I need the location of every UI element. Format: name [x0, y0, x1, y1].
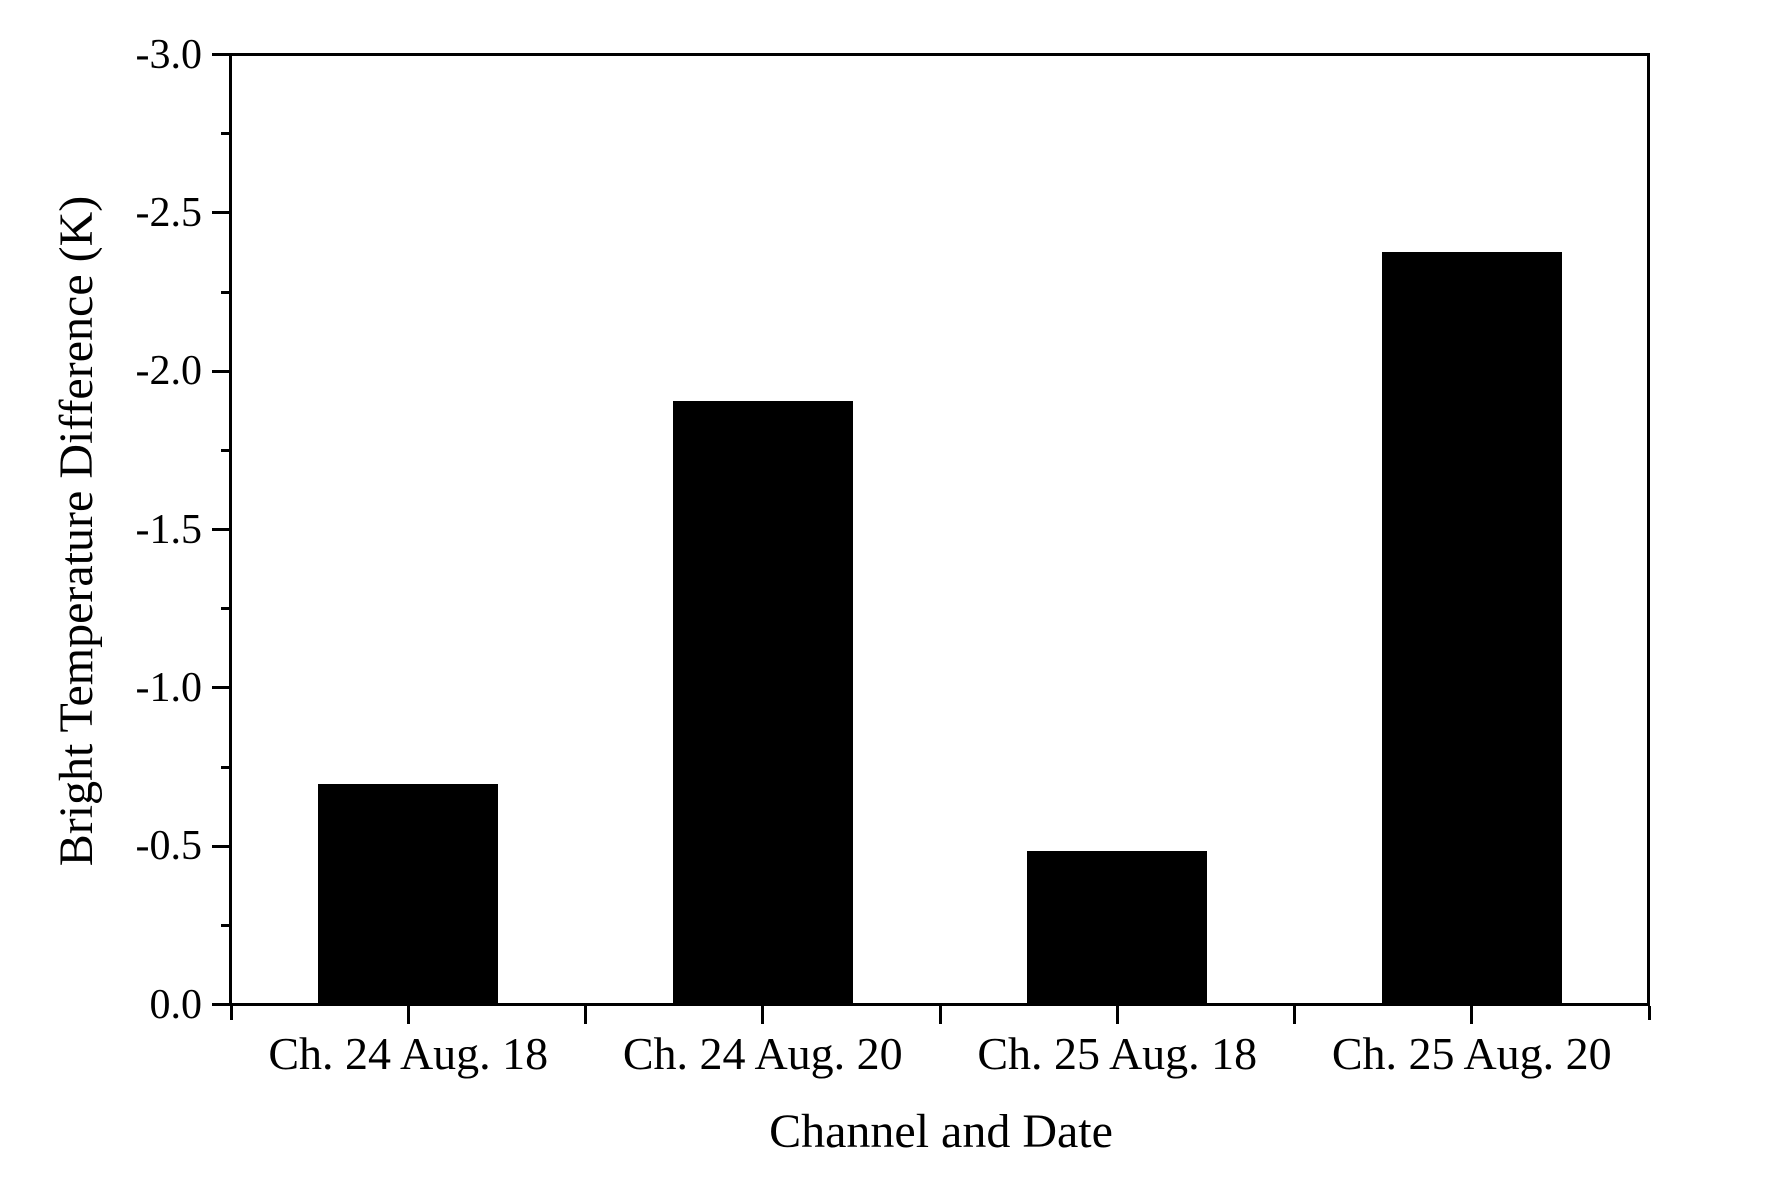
y-major-tick	[212, 844, 231, 848]
y-minor-tick	[221, 290, 231, 294]
x-tick	[406, 1006, 410, 1024]
y-minor-tick	[221, 607, 231, 611]
x-tick	[1470, 1006, 1474, 1024]
x-tick-label: Ch. 24 Aug. 20	[622, 1028, 903, 1079]
bar-ch-24-aug-18	[318, 784, 499, 1003]
axis-corner-tick	[229, 1006, 233, 1020]
y-minor-tick	[221, 132, 231, 136]
bar-ch-25-aug-18	[1027, 851, 1208, 1003]
axis-corner-tick	[1647, 1006, 1651, 1020]
x-tick	[761, 1006, 765, 1024]
y-minor-tick	[221, 765, 231, 769]
y-minor-tick	[221, 448, 231, 452]
y-tick-label: -1.0	[135, 664, 203, 711]
x-tick-label: Ch. 24 Aug. 18	[268, 1028, 549, 1079]
x-tick	[938, 1006, 942, 1024]
y-tick-label: 0.0	[149, 981, 203, 1028]
y-major-tick	[212, 53, 231, 56]
x-axis-title: Channel and Date	[769, 1105, 1113, 1158]
y-minor-tick	[221, 923, 231, 927]
y-major-tick	[212, 211, 231, 215]
y-major-tick	[212, 528, 231, 531]
y-tick-label: -2.0	[135, 348, 203, 395]
y-tick-label: -3.0	[135, 31, 203, 78]
x-tick-label: Ch. 25 Aug. 18	[977, 1028, 1258, 1079]
x-tick	[1115, 1006, 1119, 1024]
x-tick	[584, 1006, 587, 1024]
bar-ch-24-aug-20	[672, 401, 853, 1003]
y-tick-label: -1.5	[135, 506, 203, 553]
y-tick-label: -2.5	[135, 189, 203, 236]
y-major-tick	[212, 369, 231, 373]
y-major-tick	[212, 1003, 231, 1006]
x-tick-label: Ch. 25 Aug. 20	[1331, 1028, 1612, 1079]
bar-ch-25-aug-20	[1381, 252, 1562, 1003]
x-tick	[1293, 1006, 1296, 1024]
y-major-tick	[212, 686, 231, 690]
y-tick-label: -0.5	[135, 823, 203, 870]
